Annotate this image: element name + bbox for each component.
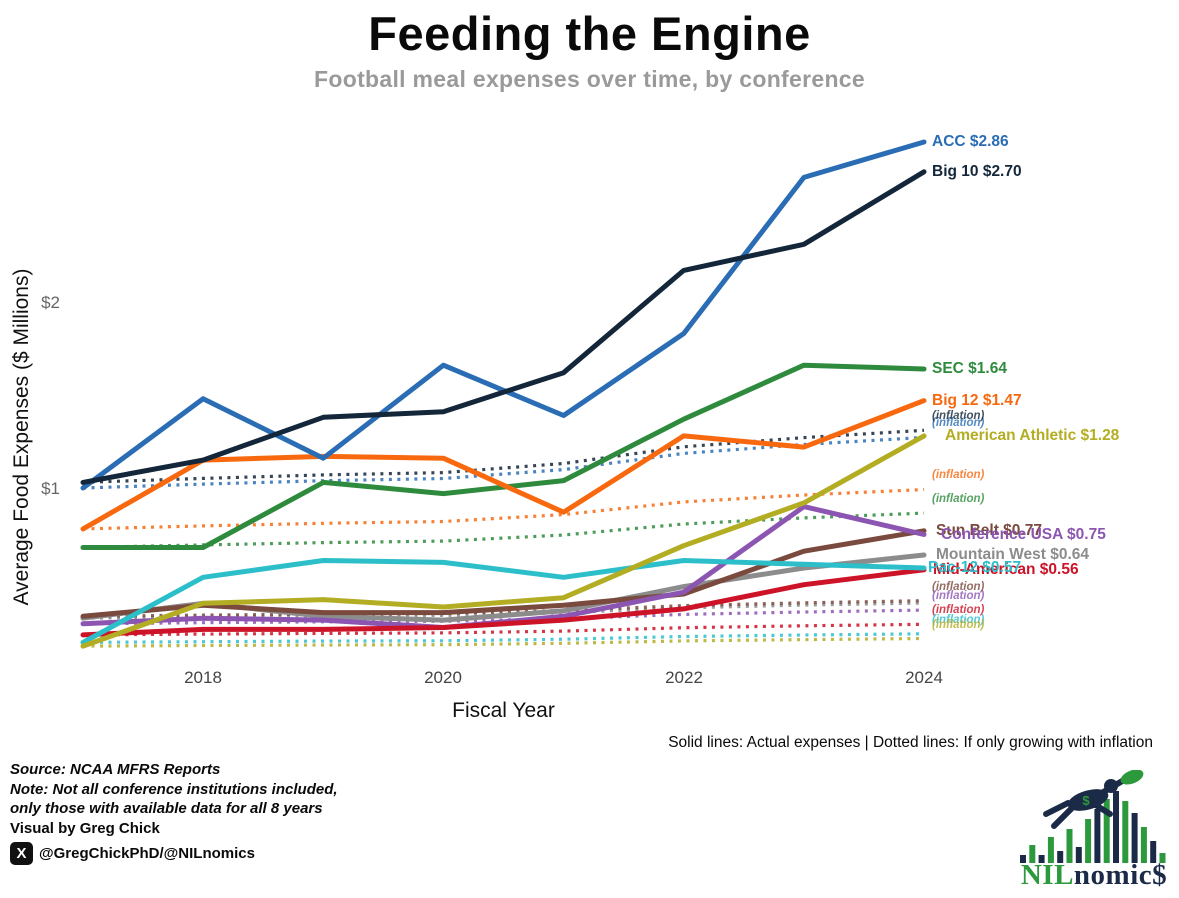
inflation-label-big-10: (inflation) — [932, 410, 985, 423]
logo-player-shape — [1043, 800, 1071, 817]
inflation-label-mid-american: (inflation) — [932, 604, 985, 617]
logo-bar — [1047, 837, 1054, 863]
logo-bar — [1113, 791, 1119, 863]
nilnomics-wordmark: NILnomic$ — [1018, 859, 1170, 892]
inflation-label-pac-12: (inflation) — [932, 613, 985, 626]
series-end-label-big-12: Big 12 $1.47 — [932, 391, 1022, 409]
social-handle: @GregChickPhD/@NILnomics — [39, 844, 255, 862]
series-end-label-conference-usa: Conference USA $0.75 — [941, 525, 1106, 543]
logo-player-shape — [1091, 801, 1113, 817]
series-end-label-pac-12: Pac-12 $0.57 — [928, 558, 1022, 576]
series-line-mid-american — [80, 567, 927, 638]
nilnomics-logo-graphic: $ — [1020, 769, 1166, 863]
y-tick-1: $1 — [41, 479, 60, 498]
nilnomics-wordmark-nil: NIL — [1020, 859, 1074, 891]
series-line-big-12 — [80, 398, 927, 532]
inflation-label-sec: (inflation) — [932, 493, 985, 506]
series-end-label-mountain-west: Mountain West $0.64 — [936, 545, 1090, 563]
logo-bar — [1150, 841, 1157, 863]
x-twitter-icon: X — [10, 842, 33, 865]
series-end-label-big-10: Big 10 $2.70 — [932, 162, 1022, 180]
logo-bar — [1131, 813, 1138, 863]
logo-bar — [1029, 845, 1036, 863]
page-subtitle: Football meal expenses over time, by con… — [314, 66, 865, 92]
logo-bar — [1085, 819, 1092, 863]
nilnomics-logo: $ NILnomic$ — [1018, 769, 1170, 892]
x-axis-label: Fiscal Year — [452, 699, 555, 722]
logo-bar — [1103, 799, 1110, 863]
logo-bar — [1075, 847, 1082, 863]
inflation-label-big-12: (inflation) — [932, 469, 985, 482]
series-line-acc — [80, 139, 927, 491]
footer-note-line2: only those with available data for all 8… — [10, 800, 323, 817]
logo-player-shape — [1051, 805, 1075, 829]
series-line-american-athletic — [80, 433, 927, 649]
y-tick-2: $2 — [41, 293, 60, 312]
source-note: Source: NCAA MFRS Reports — [10, 761, 221, 778]
logo-player-shape — [1120, 769, 1144, 785]
logo-bar — [1038, 855, 1045, 863]
inflation-label-sun-belt: (inflation) — [932, 580, 985, 593]
social-handle-row: X @GregChickPhD/@NILnomics — [10, 842, 338, 865]
logo-bar — [1057, 851, 1064, 863]
credit-line: Visual by Greg Chick — [10, 819, 160, 837]
series-end-label-mid-american: Mid-American $0.56 — [933, 560, 1079, 578]
series-end-label-sec: SEC $1.64 — [932, 359, 1007, 377]
footer-notes: Source: NCAA MFRS Reports Note: Not all … — [10, 760, 338, 865]
logo-bar — [1094, 809, 1101, 863]
inflation-label-conference-usa: (inflation) — [932, 590, 985, 603]
x-tick-2018: 2018 — [184, 668, 222, 687]
x-tick-2024: 2024 — [905, 668, 943, 687]
logo-bar — [1066, 829, 1073, 863]
nilnomics-wordmark-nomics: nomic$ — [1073, 859, 1168, 891]
x-tick-2020: 2020 — [424, 668, 462, 687]
inflation-line-american-athletic — [82, 636, 925, 648]
series-line-pac-12 — [80, 558, 927, 645]
logo-player-shape — [1097, 777, 1127, 797]
logo-bar — [1122, 801, 1129, 863]
series-line-big-10 — [80, 169, 927, 485]
inflation-label-american-athletic: (inflation) — [932, 618, 985, 631]
footer-note-line1: Note: Not all conference institutions in… — [10, 780, 338, 798]
logo-bar — [1020, 855, 1026, 863]
series-end-label-american-athletic: American Athletic $1.28 — [945, 426, 1120, 444]
series-end-label-sun-belt: Sun Belt $0.77 — [936, 521, 1042, 539]
logo-bar — [1159, 853, 1166, 863]
logo-dollar-sign: $ — [1082, 793, 1090, 808]
page-title: Feeding the Engine — [368, 7, 811, 60]
inflation-label-acc: (inflation) — [932, 417, 985, 430]
logo-bar — [1140, 827, 1147, 863]
series-end-label-acc: ACC $2.86 — [932, 133, 1009, 151]
legend-note: Solid lines: Actual expenses | Dotted li… — [668, 734, 1153, 751]
series-line-sun-belt — [80, 528, 927, 619]
x-tick-2022: 2022 — [665, 668, 703, 687]
